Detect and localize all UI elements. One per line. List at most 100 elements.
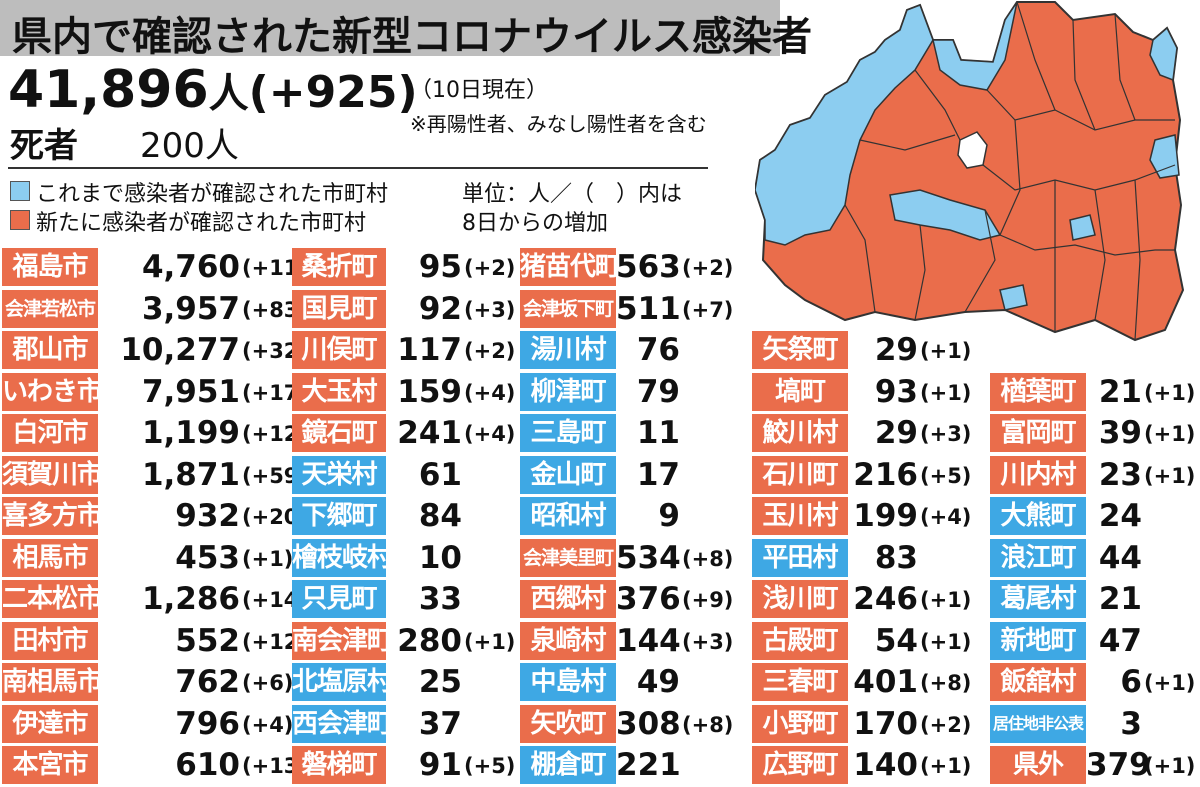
case-count: 796 bbox=[175, 705, 240, 742]
case-increase: (+1) bbox=[1144, 463, 1196, 488]
municipality-name: 只見町 bbox=[292, 580, 386, 618]
case-count: 91 bbox=[418, 747, 462, 783]
municipality-name: 柳津町 bbox=[520, 372, 616, 411]
municipality-name: 会津坂下町 bbox=[520, 289, 616, 328]
case-count: 1,199 bbox=[141, 415, 240, 451]
municipality-name: いわき市 bbox=[2, 372, 98, 411]
municipality-name: 三島町 bbox=[520, 414, 616, 452]
as-of-date: （10日現在） bbox=[410, 78, 548, 103]
municipality-name: 昭和村 bbox=[520, 497, 616, 535]
table-row: 富岡町 39 (+1) bbox=[0, 414, 1200, 452]
municipality-name: 小野町 bbox=[752, 704, 848, 743]
case-increase: (+8) bbox=[682, 546, 734, 571]
case-count: 37 bbox=[418, 705, 462, 742]
municipality-name: 西郷村 bbox=[520, 580, 616, 618]
case-count: 170 bbox=[853, 705, 918, 742]
case-increase: (+5) bbox=[464, 754, 516, 778]
table-row: 川内村 23 (+1) bbox=[0, 455, 1200, 494]
unit-note-line2: 8日からの増加 bbox=[462, 211, 608, 236]
case-count: 95 bbox=[418, 249, 462, 285]
case-count: 401 bbox=[853, 664, 918, 700]
case-increase: (+1) bbox=[1144, 671, 1196, 695]
municipality-name: 県外 bbox=[990, 746, 1086, 784]
case-increase: (+1) bbox=[920, 339, 972, 363]
municipality-name: 塙町 bbox=[752, 372, 848, 411]
municipality-name: 葛尾村 bbox=[990, 580, 1086, 618]
case-count: 29 bbox=[874, 332, 918, 368]
table-row: 伊達市 796 (+4) bbox=[0, 704, 1200, 743]
municipality-name: 相馬市 bbox=[2, 538, 98, 577]
map-region-southeast-small bbox=[1069, 214, 1096, 241]
table-row: 棚倉町 221 bbox=[0, 746, 1200, 784]
table-row: 会津坂下町 511 (+7) bbox=[0, 289, 1200, 328]
municipality-name: 鮫川村 bbox=[752, 414, 848, 452]
case-increase: (+8) bbox=[682, 712, 734, 737]
case-count: 3 bbox=[1120, 705, 1142, 742]
municipality-name: 喜多方市 bbox=[2, 497, 98, 535]
table-row: 飯舘村 6 (+1) bbox=[0, 663, 1200, 701]
table-row: 葛尾村 21 bbox=[0, 580, 1200, 618]
legend-orange-swatch bbox=[10, 210, 30, 230]
municipality-name: 北塩原村 bbox=[292, 663, 386, 701]
case-increase: (+4) bbox=[242, 712, 294, 737]
municipality-name: 二本松市 bbox=[2, 580, 98, 618]
municipality-name: 楢葉町 bbox=[990, 372, 1086, 411]
case-count: 762 bbox=[175, 664, 240, 700]
municipality-name: 棚倉町 bbox=[520, 746, 616, 784]
legend-blue-swatch bbox=[10, 181, 30, 201]
municipality-name: 平田村 bbox=[752, 538, 848, 577]
case-count: 39 bbox=[1098, 415, 1142, 451]
case-increase: (+6) bbox=[242, 671, 294, 695]
case-increase: (+3) bbox=[464, 297, 516, 322]
table-row: 湯川村 76 bbox=[0, 331, 1200, 369]
case-increase: (+1) bbox=[1144, 754, 1196, 778]
table-row: 矢祭町 29 (+1) bbox=[0, 331, 1200, 369]
table-row: 金山町 17 bbox=[0, 455, 1200, 494]
case-count: 280 bbox=[397, 622, 462, 659]
table-row: 天栄村 61 bbox=[0, 455, 1200, 494]
table-row: 只見町 33 bbox=[0, 580, 1200, 618]
table-row: 南会津町 280 (+1) bbox=[0, 621, 1200, 660]
municipality-name: 伊達市 bbox=[2, 704, 98, 743]
municipality-name: 西会津町 bbox=[292, 704, 386, 743]
table-row: 居住地非公表 3 bbox=[0, 704, 1200, 743]
table-row: 北塩原村 25 bbox=[0, 663, 1200, 701]
case-count: 29 bbox=[874, 415, 918, 451]
case-count: 61 bbox=[418, 456, 462, 493]
case-count: 24 bbox=[1098, 498, 1142, 534]
case-count: 93 bbox=[874, 373, 918, 410]
case-count: 117 bbox=[397, 332, 462, 368]
municipality-name: 磐梯町 bbox=[292, 746, 386, 784]
table-row: 矢吹町 308 (+8) bbox=[0, 704, 1200, 743]
case-increase: (+5) bbox=[920, 463, 972, 488]
unit-note-line1: 単位：人／（ ）内は bbox=[462, 182, 683, 207]
municipality-name: 中島村 bbox=[520, 663, 616, 701]
case-increase: (+1) bbox=[464, 629, 516, 654]
case-count: 10,277 bbox=[120, 332, 240, 368]
case-count: 1,286 bbox=[141, 581, 240, 617]
table-row: 古殿町 54 (+1) bbox=[0, 621, 1200, 660]
case-increase: (+3) bbox=[920, 422, 972, 446]
table-row: 会津若松市 3,957 (+83) bbox=[0, 289, 1200, 328]
municipality-name: 桑折町 bbox=[292, 248, 386, 286]
municipality-name: 会津若松市 bbox=[2, 289, 98, 328]
case-count: 21 bbox=[1098, 373, 1142, 410]
municipality-name: 大玉村 bbox=[292, 372, 386, 411]
case-count: 33 bbox=[418, 581, 462, 617]
case-count: 54 bbox=[874, 622, 918, 659]
case-count: 552 bbox=[175, 622, 240, 659]
map-borders bbox=[844, 1, 1176, 341]
table-row: 楢葉町 21 (+1) bbox=[0, 372, 1200, 411]
table-row: 石川町 216 (+5) bbox=[0, 455, 1200, 494]
table-row: 猪苗代町 563 (+2) bbox=[0, 248, 1200, 286]
case-count: 4,760 bbox=[141, 249, 240, 285]
page-title: 県内で確認された新型コロナウイルス感染者 bbox=[12, 14, 812, 60]
deaths-label: 死者 bbox=[10, 126, 78, 166]
municipality-name: 石川町 bbox=[752, 455, 848, 494]
case-increase: (+1) bbox=[1144, 422, 1196, 446]
table-row: いわき市 7,951 (+174) bbox=[0, 372, 1200, 411]
table-row: 鏡石町 241 (+4) bbox=[0, 414, 1200, 452]
municipality-name: 鏡石町 bbox=[292, 414, 386, 452]
case-count: 246 bbox=[853, 581, 918, 617]
municipality-name: 居住地非公表 bbox=[990, 704, 1086, 743]
